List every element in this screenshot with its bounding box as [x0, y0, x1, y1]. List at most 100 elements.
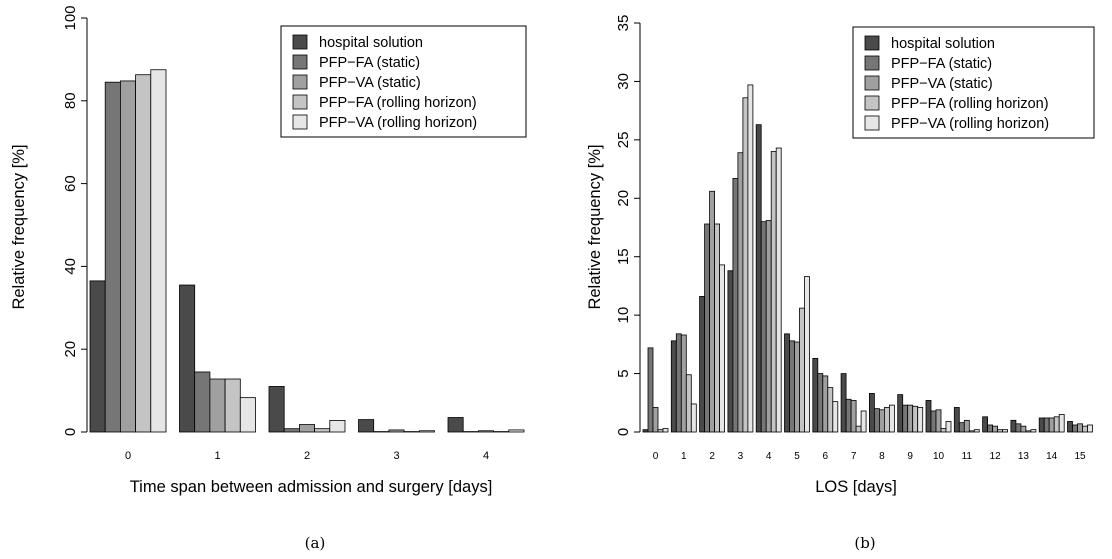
legend-swatch [864, 75, 880, 91]
bar [953, 407, 960, 433]
bar [1067, 421, 1073, 433]
y-axis-title: Relative frequency [%] [10, 144, 28, 309]
bar [1020, 425, 1027, 433]
legend-swatch [864, 115, 880, 131]
x-tick-label: 6 [823, 451, 829, 462]
bar [1053, 416, 1060, 433]
y-tick-label: 0 [62, 428, 79, 436]
bar [832, 401, 839, 433]
y-tick-label: 5 [615, 369, 632, 377]
bar [1038, 417, 1045, 433]
bar [120, 80, 137, 433]
bar [104, 81, 121, 433]
x-tick-label: 11 [962, 451, 973, 462]
bar [889, 404, 895, 433]
y-tick-label: 0 [615, 428, 632, 436]
bar [770, 151, 777, 433]
bar [902, 404, 909, 433]
bar [789, 340, 795, 433]
x-tick-label: 9 [907, 451, 913, 462]
bar [987, 424, 993, 433]
panel-caption: (b) [854, 534, 875, 552]
bar [982, 416, 988, 433]
bar [794, 341, 800, 433]
bar [685, 374, 692, 433]
legend-entry: PFP−VA (rolling horizon) [319, 115, 477, 131]
bar [784, 333, 790, 433]
bar [879, 409, 885, 433]
x-tick-label: 4 [766, 451, 772, 462]
bar [1048, 417, 1055, 433]
bar [897, 394, 904, 433]
bar [298, 424, 315, 433]
x-tick-label: 3 [393, 450, 399, 462]
bar [1025, 430, 1032, 433]
chart-panel-a: 0 20 40 60 80 100 Relative frequency [%] 0 1 2 3 4 T… [10, 5, 527, 552]
x-tick-label: 12 [990, 451, 1002, 462]
bar [940, 428, 947, 433]
bar [670, 340, 677, 433]
bar [925, 400, 932, 433]
bar [737, 152, 744, 433]
bar [1030, 429, 1037, 433]
bar [647, 347, 654, 433]
bar [884, 407, 890, 433]
y-tick-label: 100 [62, 5, 79, 30]
bar [239, 397, 256, 433]
bar [765, 220, 772, 433]
bar [907, 404, 914, 433]
bar [179, 284, 196, 433]
legend-swatch [292, 94, 308, 110]
x-tick-label: 7 [851, 451, 857, 462]
x-tick-label: 2 [304, 450, 310, 462]
bar [1087, 424, 1093, 433]
bar [194, 371, 211, 433]
bar [747, 84, 754, 433]
legend-swatch [864, 95, 880, 111]
bar [642, 429, 649, 433]
bar [804, 276, 810, 433]
y-tick-label: 10 [615, 307, 632, 324]
bar [1072, 424, 1078, 433]
legend-swatch [292, 114, 308, 130]
x-tick-label: 0 [653, 451, 659, 462]
legend-entry: hospital solution [319, 35, 423, 51]
x-axis-title: LOS [days] [815, 478, 897, 496]
bar [930, 410, 937, 433]
bar [704, 223, 710, 433]
legend-swatch [292, 34, 308, 50]
bar [997, 429, 1003, 433]
bar [812, 357, 819, 433]
legend: hospital solution PFP−FA (static) PFP−VA (… [852, 26, 1095, 139]
bar [224, 378, 241, 433]
bar [358, 419, 375, 433]
bar [135, 74, 152, 433]
y-tick-label: 80 [62, 92, 79, 109]
bar [845, 398, 852, 433]
bar [657, 429, 664, 433]
bar [775, 147, 782, 433]
bar [675, 333, 682, 433]
bar [150, 69, 167, 433]
y-tick-label: 15 [615, 248, 632, 265]
y-tick-label: 30 [615, 73, 632, 90]
legend-swatch [292, 74, 308, 90]
x-tick-label: 15 [1074, 451, 1086, 462]
bar [447, 417, 464, 433]
bar [418, 430, 435, 433]
bar [508, 429, 525, 433]
bar [755, 124, 762, 433]
bar [917, 407, 924, 433]
bar [1002, 429, 1008, 433]
bar [945, 421, 952, 433]
y-tick-label: 35 [615, 15, 632, 32]
bar [652, 407, 659, 433]
bar [283, 428, 300, 433]
bar [314, 428, 331, 433]
bar [760, 221, 767, 433]
x-tick-label: 1 [214, 450, 220, 462]
bar [209, 378, 226, 433]
x-axis-title: Time span between admission and surgery … [130, 478, 493, 496]
y-tick-label: 20 [62, 341, 79, 358]
